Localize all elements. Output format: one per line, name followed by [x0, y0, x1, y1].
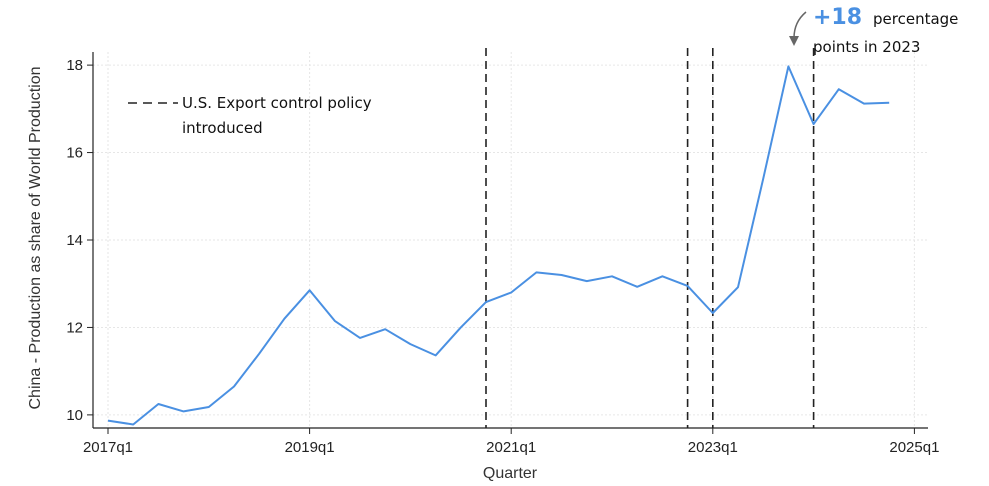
y-tick-label: 16: [66, 145, 83, 162]
x-tick-label: 2021q1: [486, 439, 536, 456]
annotation-arrow-head: [789, 36, 799, 46]
x-axis-title: Quarter: [483, 465, 538, 482]
x-tick-label: 2023q1: [688, 439, 738, 456]
x-tick-label: 2017q1: [83, 439, 133, 456]
legend-label-line1: U.S. Export control policy: [182, 94, 372, 112]
y-tick-label: 12: [66, 319, 83, 336]
y-ticks: 10 12 14 16 18: [66, 57, 93, 424]
x-tick-label: 2025q1: [889, 439, 939, 456]
x-ticks: 2017q1 2019q1 2021q1 2023q1 2025q1: [83, 428, 939, 456]
y-tick-label: 14: [66, 232, 83, 249]
legend-label-line2: introduced: [182, 119, 263, 137]
annotation-arrow: [793, 11, 807, 39]
y-tick-label: 18: [66, 57, 83, 74]
annotation-text-line2: points in 2023: [813, 38, 920, 56]
legend: U.S. Export control policy introduced: [128, 94, 372, 137]
annotation-big-number: +18: [813, 5, 862, 30]
policy-lines: [485, 48, 815, 428]
y-axis-title: China - Production as share of World Pro…: [27, 67, 44, 410]
x-tick-label: 2019q1: [285, 439, 335, 456]
annotation: +18 percentage points in 2023: [789, 5, 958, 56]
annotation-text-line1: percentage: [873, 10, 958, 28]
series-line: [107, 65, 890, 426]
y-tick-label: 10: [66, 407, 83, 424]
